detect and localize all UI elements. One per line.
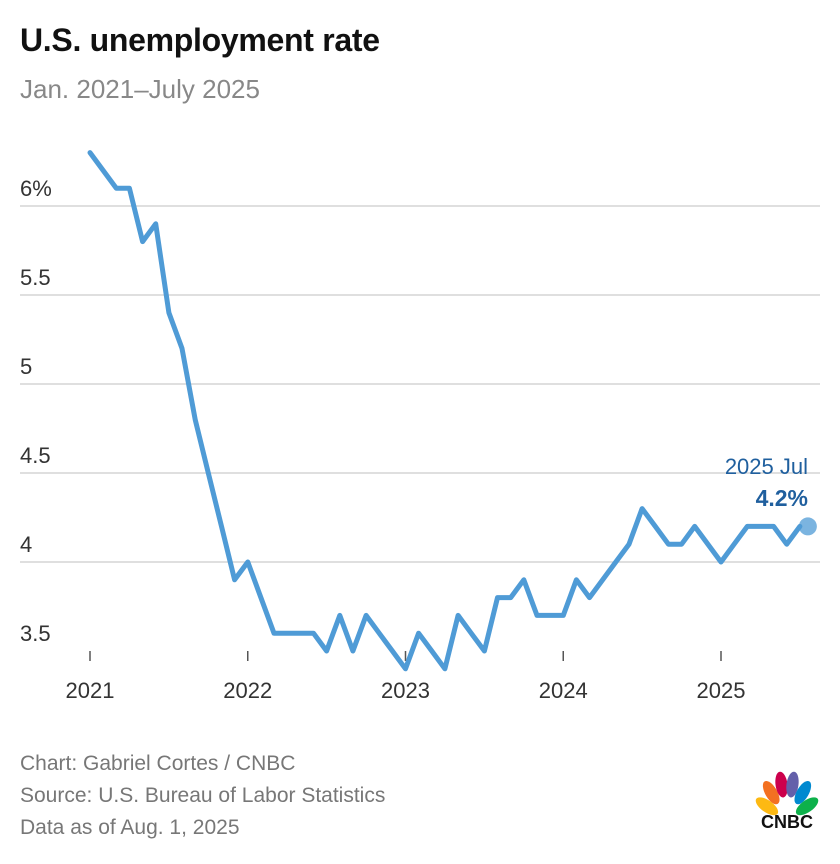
- x-tick-label: 2023: [381, 678, 430, 703]
- cnbc-wordmark: CNBC: [761, 812, 813, 832]
- y-tick-label: 3.5: [20, 621, 51, 646]
- data-date: Data as of Aug. 1, 2025: [20, 816, 240, 839]
- x-tick-label: 2022: [223, 678, 272, 703]
- chart-title: U.S. unemployment rate: [20, 22, 380, 58]
- x-tick-label: 2024: [539, 678, 588, 703]
- y-tick-label: 4: [20, 532, 32, 557]
- chart-credit: Chart: Gabriel Cortes / CNBC: [20, 752, 296, 775]
- latest-point-marker: [798, 517, 817, 536]
- annotation-value: 4.2%: [756, 485, 808, 511]
- peacock-feathers-icon: [755, 771, 819, 816]
- x-tick-label: 2025: [697, 678, 746, 703]
- y-tick-label: 4.5: [20, 443, 51, 468]
- chart-subtitle: Jan. 2021–July 2025: [20, 74, 260, 104]
- cnbc-peacock-logo: CNBC: [755, 771, 819, 832]
- series-line: [87, 150, 803, 672]
- x-tick-label: 2021: [66, 678, 115, 703]
- annotation-date: 2025 Jul: [725, 454, 808, 479]
- y-tick-label: 6%: [20, 176, 52, 201]
- chart-source: Source: U.S. Bureau of Labor Statistics: [20, 784, 386, 807]
- y-tick-label: 5.5: [20, 265, 51, 290]
- y-tick-label: 5: [20, 354, 32, 379]
